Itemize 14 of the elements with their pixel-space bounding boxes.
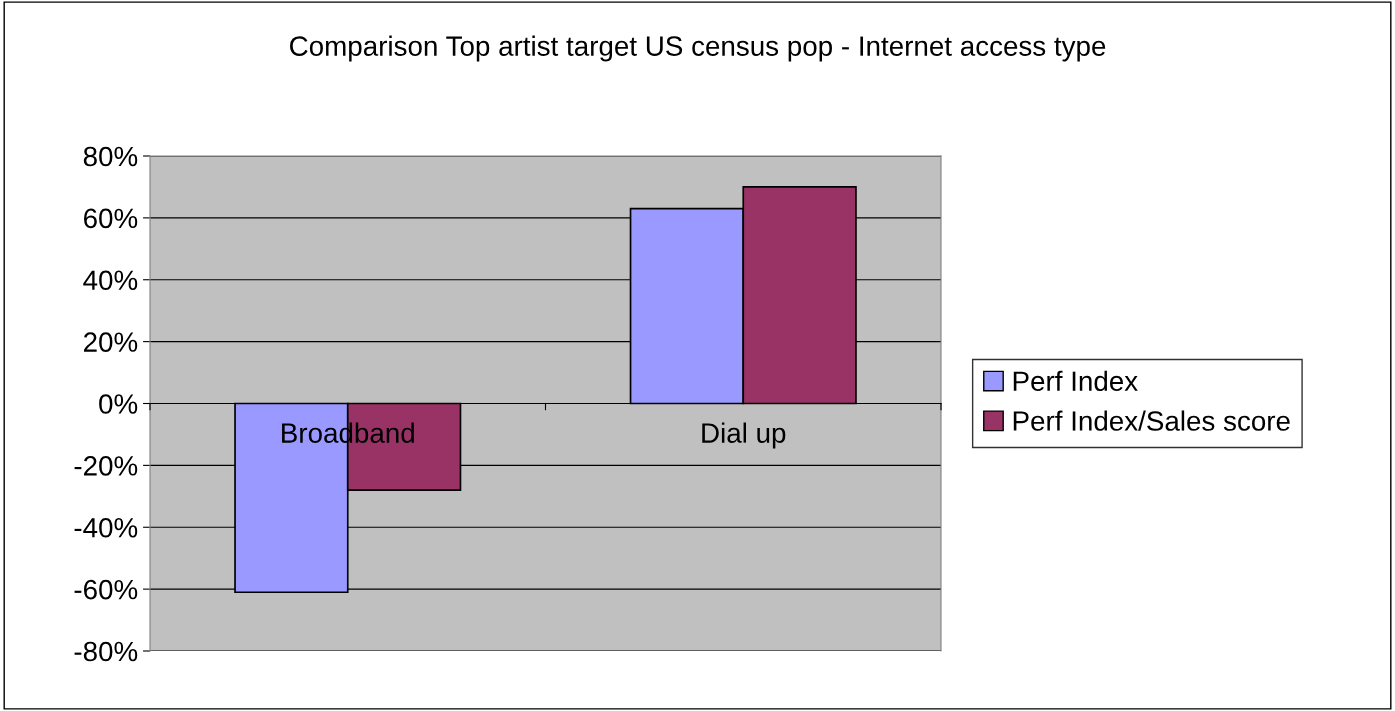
x-tick-label: Broadband	[282, 422, 414, 443]
chart-title: Comparison Top artist target US census pop - Internet access type	[290, 35, 1106, 62]
y-tick-label: 20%	[84, 332, 138, 352]
y-tick-label: -20%	[74, 456, 138, 476]
y-tick-label: -40%	[74, 517, 138, 538]
y-tick-label: 40%	[83, 270, 138, 291]
legend-label: Perf Index	[1013, 370, 1138, 392]
x-tick-label: Dial up	[702, 422, 786, 449]
legend-label: Perf Index/Sales score	[1013, 410, 1290, 431]
y-tick-label: 0%	[99, 394, 138, 414]
y-tick-label: 80%	[83, 146, 138, 167]
y-tick-label: -80%	[74, 641, 138, 662]
y-tick-label: -60%	[74, 579, 138, 600]
y-tick-label: 60%	[84, 208, 138, 229]
